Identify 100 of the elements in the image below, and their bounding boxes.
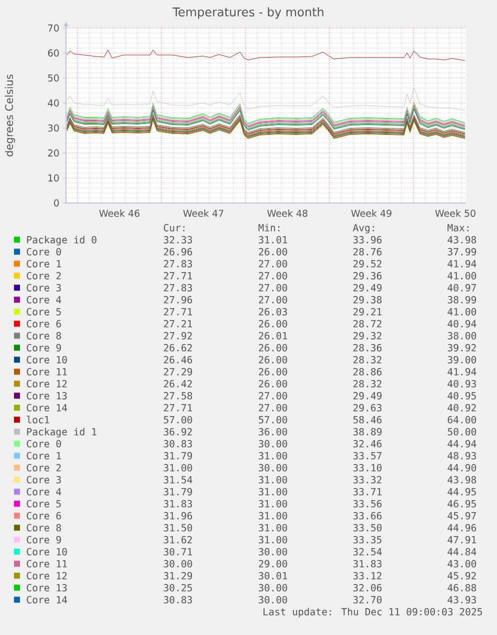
legend-label: Core 0: [26, 248, 61, 256]
legend-label: loc1: [26, 416, 50, 424]
legend-label: Core 9: [26, 344, 61, 352]
text: Last update: Thu Dec 11 09:00:03 2025: [264, 608, 482, 618]
text: 31.00: [258, 500, 288, 508]
text: 43.98: [448, 476, 476, 484]
y-tick-label: 40: [48, 99, 59, 107]
text: 27.92: [164, 332, 192, 340]
text: 44.90: [448, 464, 476, 472]
text: 31.62: [164, 536, 192, 544]
text: 31.00: [258, 488, 288, 496]
legend-label: Core 10: [26, 356, 67, 364]
legend-label: Core 10: [26, 548, 67, 556]
text: 31.00: [258, 476, 288, 484]
text: 29.49: [353, 392, 382, 400]
text: 29.52: [353, 260, 382, 268]
text: 30.00: [258, 596, 288, 604]
legend-label: Core 6: [26, 512, 61, 520]
legend-label: Core 8: [26, 524, 61, 532]
text: 36.92: [164, 428, 192, 436]
legend-label: Core 11: [26, 560, 67, 568]
text: 32.46: [353, 440, 382, 448]
text: 41.00: [448, 272, 476, 280]
text: 28.86: [353, 368, 382, 376]
text: 26.00: [258, 344, 288, 352]
text: 30.71: [164, 548, 192, 556]
chart-title: Temperatures - by month: [172, 7, 324, 19]
legend-label: Core 2: [26, 272, 61, 280]
y-tick-label: 0: [54, 199, 59, 207]
text: 26.46: [164, 356, 192, 364]
y-tick-label: 10: [48, 174, 59, 182]
text: 30.00: [258, 548, 288, 556]
legend-label: Core 12: [26, 572, 67, 580]
text: 28.36: [353, 344, 382, 352]
text: 33.66: [353, 512, 382, 520]
text: 27.00: [258, 284, 288, 292]
text: 27.83: [164, 260, 192, 268]
text: 29.21: [353, 308, 382, 316]
y-tick-label: 60: [48, 49, 59, 57]
text: 44.95: [448, 488, 476, 496]
x-tick-label: Week 50: [435, 210, 476, 217]
text: 40.92: [448, 404, 476, 412]
text: 26.00: [258, 248, 288, 256]
text: 38.00: [448, 332, 476, 340]
text: Min:: [258, 224, 280, 232]
text: 45.97: [448, 512, 476, 520]
text: 30.83: [164, 596, 192, 604]
text: 30.00: [258, 440, 288, 448]
text: 41.94: [448, 260, 476, 268]
x-tick-label: Week 47: [183, 210, 224, 217]
legend-label: Core 6: [26, 320, 61, 328]
text: 43.00: [448, 560, 476, 568]
legend-label: Core 9: [26, 536, 61, 544]
text: 32.70: [353, 596, 382, 604]
text: 38.89: [353, 428, 382, 436]
legend-label: Core 0: [26, 440, 61, 448]
text: 31.79: [164, 488, 192, 496]
text: 29.36: [353, 272, 382, 280]
legend-label: Core 4: [26, 488, 62, 496]
text: 38.99: [448, 296, 476, 304]
legend-label: Core 1: [26, 452, 61, 460]
text: 30.00: [258, 584, 288, 592]
text: 31.83: [353, 560, 382, 568]
text: 30.00: [164, 560, 192, 568]
text: 26.96: [164, 248, 192, 256]
text: 46.88: [448, 584, 476, 592]
text: 27.00: [258, 272, 288, 280]
text: 33.35: [353, 536, 382, 544]
text: Cur:: [164, 224, 184, 232]
legend-label: Core 3: [26, 476, 61, 484]
x-tick-label: Week 48: [267, 210, 308, 217]
text: 33.96: [353, 236, 382, 244]
text: 31.00: [258, 452, 288, 460]
text: 26.62: [164, 344, 192, 352]
text: 26.00: [258, 380, 288, 388]
text: 27.83: [164, 284, 192, 292]
text: 27.58: [164, 392, 192, 400]
legend-label: Core 5: [26, 500, 61, 508]
text: 27.29: [164, 368, 192, 376]
text: 43.93: [448, 596, 476, 604]
y-tick-label: 70: [48, 24, 59, 32]
text: 46.95: [448, 500, 476, 508]
text: 31.83: [164, 500, 192, 508]
legend-label: Package id 0: [27, 236, 96, 246]
text: 31.79: [164, 452, 192, 460]
text: 64.00: [448, 416, 476, 424]
text: 37.99: [448, 248, 476, 256]
text: 57.00: [258, 416, 288, 424]
text: 26.00: [258, 320, 288, 328]
text: 26.01: [258, 332, 288, 340]
legend-label: Core 14: [26, 596, 68, 604]
text: 31.01: [258, 236, 288, 244]
legend-label: Core 13: [26, 584, 67, 592]
text: 33.50: [353, 524, 382, 532]
text: 28.76: [353, 248, 382, 256]
text: 28.72: [353, 320, 382, 328]
text: 27.21: [164, 320, 192, 328]
legend-label: Core 12: [26, 380, 67, 388]
legend-label: Package id 1: [27, 428, 96, 438]
text: 31.00: [258, 512, 288, 520]
